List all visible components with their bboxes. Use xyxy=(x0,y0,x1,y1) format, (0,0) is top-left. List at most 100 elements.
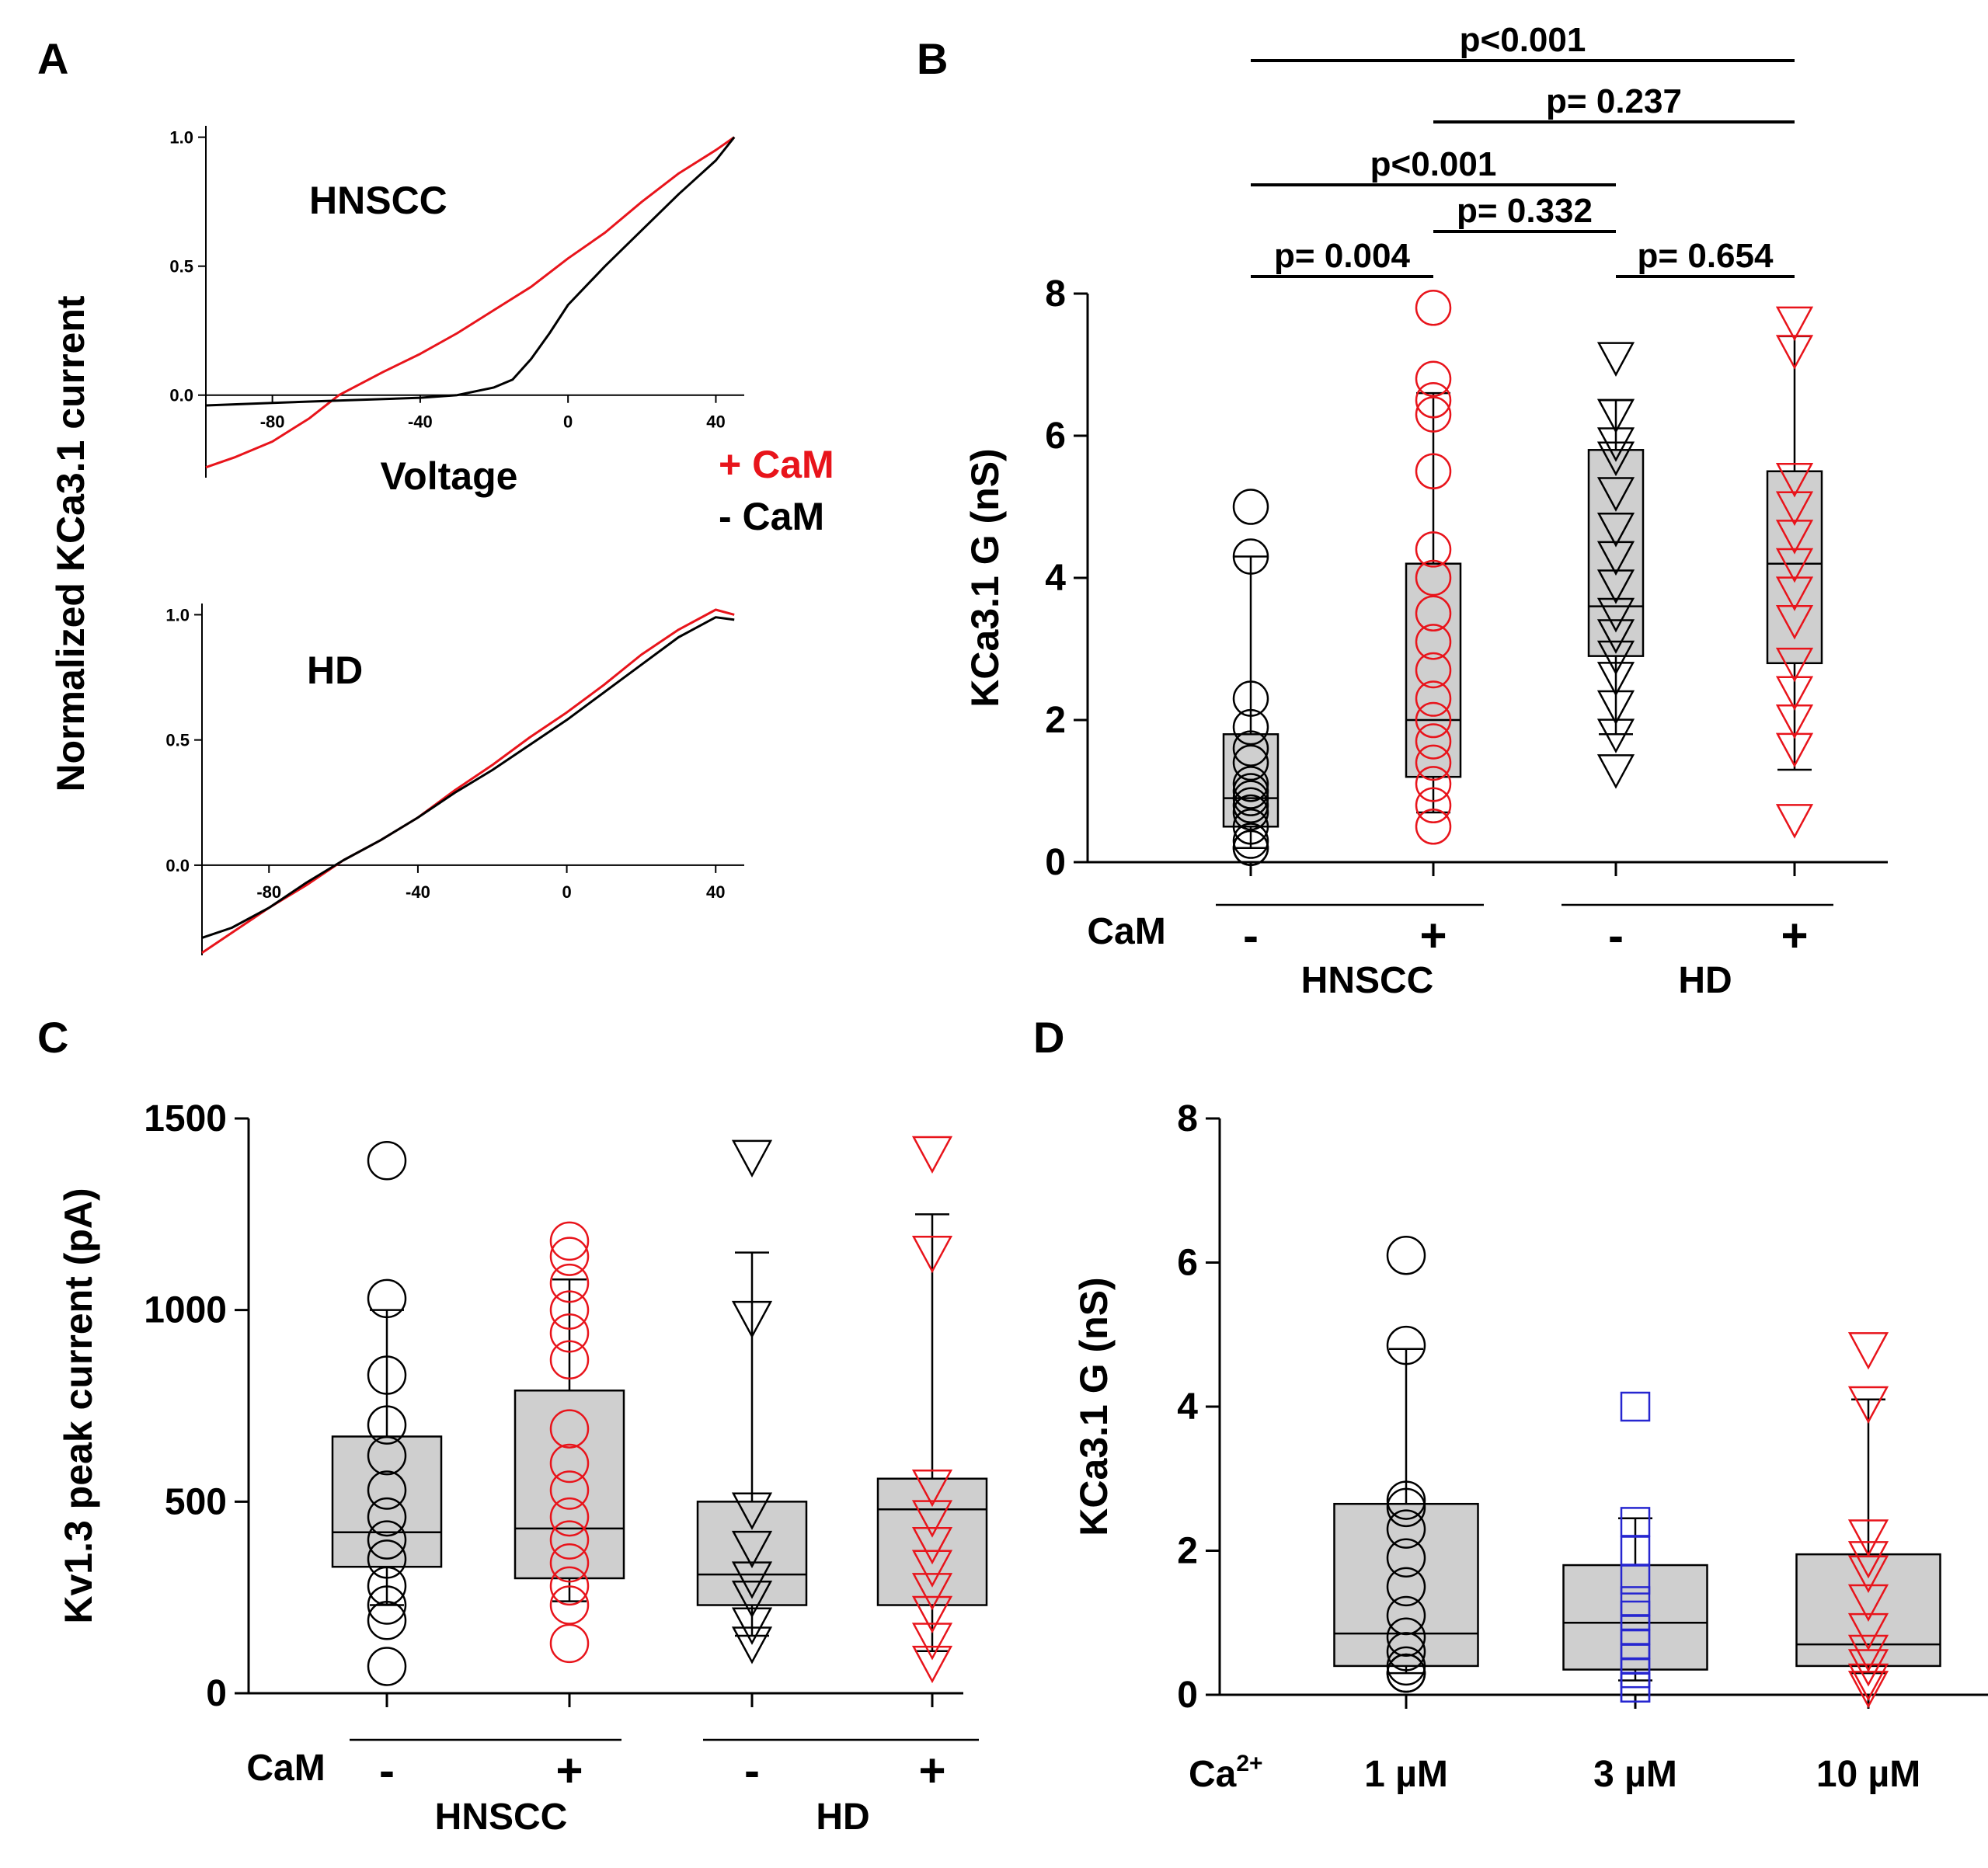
y-tick-label: 1500 xyxy=(144,1098,227,1139)
data-point-triangle xyxy=(1847,1671,1889,1709)
data-point-circle xyxy=(549,1566,590,1606)
significance-label: p<0.001 xyxy=(1370,145,1497,183)
x-tick-label: 40 xyxy=(706,882,725,902)
data-point-triangle xyxy=(1596,541,1635,576)
series-line-plus-cam xyxy=(205,136,736,469)
group-label-hd: HD xyxy=(816,1797,869,1838)
significance-label: p= 0.004 xyxy=(1274,237,1410,275)
data-point-triangle xyxy=(1596,569,1635,604)
x-tick-label: -40 xyxy=(406,882,430,902)
data-point-circle xyxy=(1415,595,1452,631)
group-label-hnscc: HNSCC xyxy=(435,1797,568,1838)
panel-letter-a: A xyxy=(37,34,68,83)
data-point-circle xyxy=(367,1539,407,1579)
category-label: 10 µM xyxy=(1816,1754,1920,1795)
data-point-triangle xyxy=(1596,398,1635,434)
data-point-circle xyxy=(549,1585,590,1625)
data-point-circle xyxy=(549,1313,590,1353)
data-point-triangle xyxy=(911,1500,953,1538)
data-point-square xyxy=(1620,1391,1651,1422)
data-point-circle xyxy=(367,1278,407,1319)
data-point-triangle xyxy=(1775,462,1814,498)
data-point-triangle xyxy=(911,1550,953,1588)
panel-b-plot: KCa3.1 G (nS) 0 2 4 6 8 - + - + CaM HNSCC HD p<0.001 p… xyxy=(963,21,1888,1001)
y-tick-label: 2 xyxy=(1177,1531,1198,1572)
data-point-circle xyxy=(1386,1235,1426,1275)
data-point-triangle xyxy=(1847,1555,1889,1593)
data-point-triangle xyxy=(1596,477,1635,512)
y-tick-label: 0.5 xyxy=(169,257,193,277)
series-line-plus-cam xyxy=(201,608,735,955)
data-point-circle xyxy=(1415,624,1452,660)
data-point-circle xyxy=(1386,1632,1426,1671)
y-tick-label: 0 xyxy=(206,1673,227,1714)
data-point-circle xyxy=(1415,290,1452,326)
y-tick-label: 0.5 xyxy=(165,731,190,750)
data-point-circle xyxy=(367,1355,407,1395)
data-point-triangle xyxy=(1596,597,1635,633)
y-tick-label: 2 xyxy=(1045,700,1066,741)
category-label: 3 µM xyxy=(1593,1754,1677,1795)
data-point-triangle xyxy=(1596,342,1635,377)
plot-title: HNSCC xyxy=(309,179,447,222)
category-label: - xyxy=(1243,910,1259,962)
data-point-circle xyxy=(1232,489,1269,525)
data-point-circle xyxy=(367,1470,407,1510)
data-point-circle xyxy=(1232,744,1269,781)
data-point-circle xyxy=(549,1623,590,1664)
panel-letter-c: C xyxy=(37,1013,68,1062)
data-point-circle xyxy=(1415,701,1452,739)
data-point-triangle xyxy=(731,1300,773,1339)
data-point-triangle xyxy=(731,1492,773,1530)
data-point-circle xyxy=(549,1443,590,1484)
y-axis-label: Kv1.3 peak current (pA) xyxy=(57,1188,100,1623)
x-tick-label: -80 xyxy=(256,882,281,902)
box-iqr xyxy=(331,1435,443,1568)
data-point-circle xyxy=(549,1497,590,1537)
data-point-triangle xyxy=(911,1645,953,1684)
data-point-circle xyxy=(1415,531,1452,568)
y-tick-label: 8 xyxy=(1177,1098,1198,1139)
x-tick-label: 40 xyxy=(706,412,725,432)
data-point-circle xyxy=(1386,1480,1426,1520)
y-tick-label: 0 xyxy=(1177,1675,1198,1716)
panel-a-top-plot: 0.0 0.5 1.0 -80 -40 0 40 HNSCC xyxy=(169,126,744,478)
data-point-triangle xyxy=(1775,491,1814,527)
data-point-circle xyxy=(549,1543,590,1583)
data-point-circle xyxy=(1232,830,1269,866)
x-tick-label: 0 xyxy=(562,882,571,902)
y-tick-label: 0.0 xyxy=(165,856,190,875)
data-point-circle xyxy=(367,1520,407,1560)
y-tick-label: 0.0 xyxy=(169,386,193,405)
y-tick-label: 6 xyxy=(1177,1243,1198,1284)
data-point-triangle xyxy=(1847,1584,1889,1623)
data-point-triangle xyxy=(731,1607,773,1645)
data-point-circle xyxy=(1415,744,1452,781)
data-point-triangle xyxy=(1775,647,1814,683)
data-point-triangle xyxy=(1847,1541,1889,1579)
category-label: - xyxy=(744,1745,760,1797)
panel-letter-d: D xyxy=(1033,1013,1064,1062)
y-tick-label: 8 xyxy=(1045,273,1066,315)
row-label-ca-main: Ca xyxy=(1189,1754,1237,1795)
data-point-circle xyxy=(1232,680,1269,717)
significance-label: p<0.001 xyxy=(1460,21,1586,59)
box-iqr xyxy=(696,1501,808,1606)
data-point-triangle xyxy=(1847,1649,1889,1687)
data-point-triangle xyxy=(1847,1634,1889,1672)
data-point-circle xyxy=(1415,360,1452,398)
legend-minus-cam: - CaM xyxy=(719,495,824,538)
y-tick-label: 6 xyxy=(1045,416,1066,457)
row-label-ca: Ca2+ xyxy=(1189,1751,1263,1795)
data-point-circle xyxy=(1415,766,1452,802)
data-point-triangle xyxy=(911,1623,953,1661)
data-point-triangle xyxy=(1847,1386,1889,1424)
category-label: 1 µM xyxy=(1364,1754,1448,1795)
group-label-hnscc: HNSCC xyxy=(1301,960,1434,1001)
row-label-ca-superscript: 2+ xyxy=(1236,1751,1262,1776)
group-label-hd: HD xyxy=(1678,960,1732,1001)
data-point-triangle xyxy=(1596,619,1635,654)
data-point-circle xyxy=(1415,453,1452,489)
data-point-triangle xyxy=(1596,640,1635,676)
